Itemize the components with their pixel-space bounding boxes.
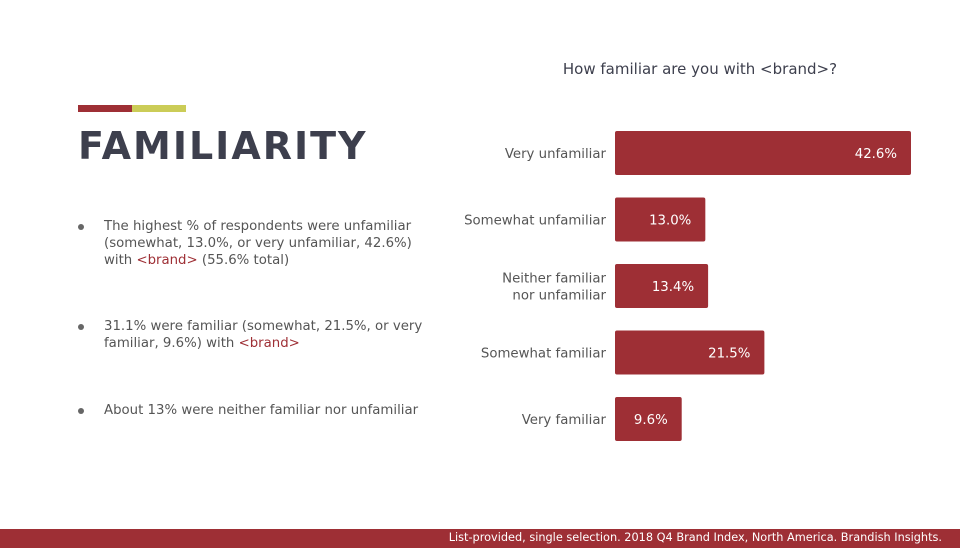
bullet-text: 31.1% were familiar (somewhat, 21.5%, or… — [104, 319, 423, 351]
bar-neither-familiar-nor-unfamiliar — [615, 264, 709, 308]
bar-somewhat-unfamiliar — [615, 197, 706, 242]
footer-bar: List-provided, single selection. 2018 Q4… — [0, 529, 960, 548]
category-label: Neither familiar nor unfamiliar — [502, 272, 606, 304]
value-label: 21.5% — [708, 347, 750, 362]
category-label: Somewhat unfamiliar — [464, 214, 606, 229]
brand-placeholder: <brand> — [136, 253, 198, 268]
bar-very-unfamiliar — [615, 131, 911, 175]
accent-bar-red — [78, 105, 132, 112]
bullet-dot-icon — [78, 224, 84, 230]
footer-source-text: List-provided, single selection. 2018 Q4… — [448, 531, 942, 544]
accent-bar-yellow — [132, 105, 186, 112]
page-title: FAMILIARITY — [78, 124, 368, 168]
bar-somewhat-familiar — [615, 330, 765, 375]
value-label: 13.0% — [649, 214, 691, 229]
bullet-text: The highest % of respondents were unfami… — [104, 219, 412, 268]
category-label: Very familiar — [522, 413, 607, 428]
category-label: Somewhat familiar — [481, 347, 607, 362]
bullet-dot-icon — [78, 408, 84, 414]
bullet-text: About 13% were neither familiar nor unfa… — [104, 403, 419, 418]
bullet-dot-icon — [78, 324, 84, 330]
bar-chart: 42.6% Very unfamiliar 13.0% Somewhat unfami… — [464, 131, 911, 441]
category-label: Very unfamiliar — [505, 147, 607, 162]
brand-placeholder: <brand> — [238, 336, 300, 351]
value-label: 42.6% — [855, 147, 897, 162]
value-label: 9.6% — [634, 413, 668, 428]
chart-title: How familiar are you with <brand>? — [562, 60, 838, 78]
bar-very-familiar — [615, 397, 682, 441]
value-label: 13.4% — [652, 280, 694, 295]
